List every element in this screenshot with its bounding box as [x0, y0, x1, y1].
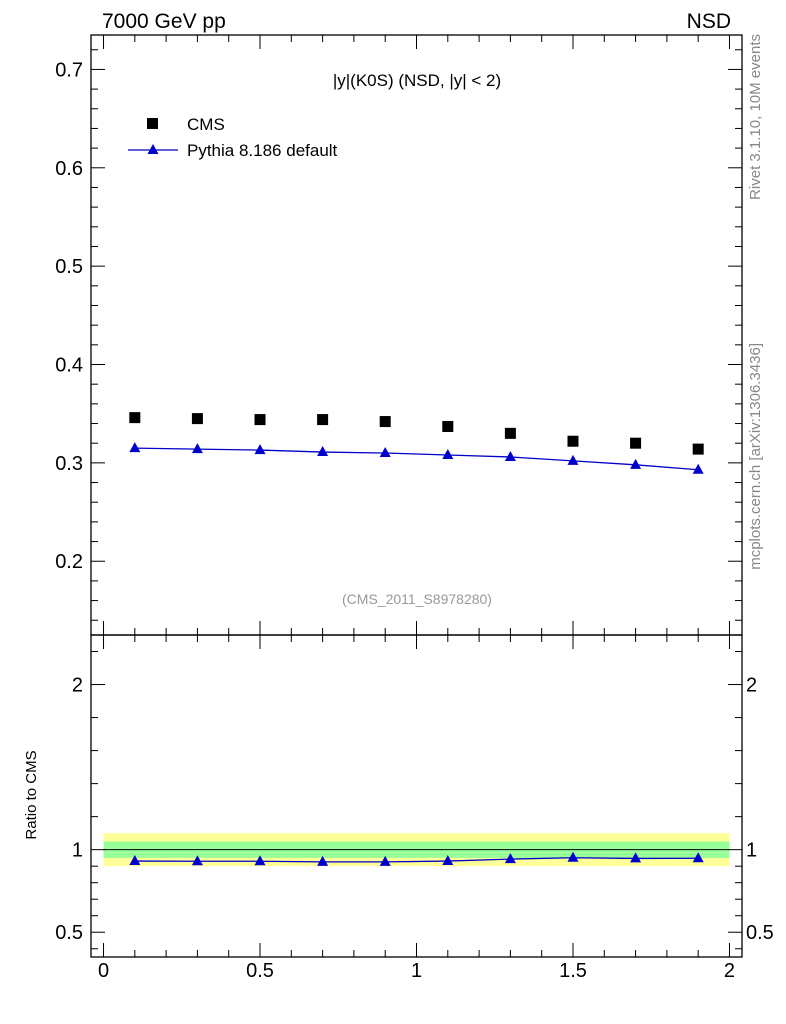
watermark-label: (CMS_2011_S8978280) [342, 591, 492, 607]
ratio-xtick-label: 1.5 [559, 960, 587, 982]
legend-cms-marker [147, 118, 158, 129]
main-panel: |y|(K0S) (NSD, |y| < 2) 0.20.30.40.50.60… [55, 34, 743, 636]
cms-point [191, 413, 203, 425]
main-title: |y|(K0S) (NSD, |y| < 2) [333, 71, 501, 90]
pythia-ratio-point [379, 855, 391, 866]
pythia-point [129, 442, 141, 453]
legend-pythia-marker [147, 144, 159, 154]
legend-cms-label: CMS [187, 115, 225, 134]
cms-point [442, 420, 454, 432]
header-right: NSD [687, 10, 731, 33]
pythia-point [442, 449, 454, 459]
pythia-point [630, 458, 642, 469]
pythia-ratio-point [254, 855, 266, 866]
ratio-ytick-label: 1 [72, 840, 83, 862]
cms-point [129, 412, 141, 424]
main-ytick-label: 0.2 [55, 551, 83, 573]
cms-point [317, 414, 329, 426]
pythia-ratio-point [317, 855, 329, 866]
ratio-ytick-label-right: 2 [746, 675, 757, 697]
rivet-label: Rivet 3.1.10, 10M events [747, 34, 764, 200]
header-left: 7000 GeV pp [102, 10, 226, 33]
main-ytick-label: 0.6 [55, 158, 83, 180]
cms-point [379, 416, 391, 428]
pythia-ratio-point [191, 855, 203, 866]
ratio-xtick-label: 0 [98, 960, 109, 982]
ratio-ytick-label: 0.5 [55, 922, 83, 944]
legend: CMS Pythia 8.186 default [128, 115, 338, 160]
main-series [129, 412, 704, 474]
pythia-line [134, 447, 699, 471]
ratio-axes: 0 0.5 1 1.5 2 0.5 0.5 1 1 2 2 [55, 634, 774, 982]
ratio-ytick-label-right: 0.5 [746, 922, 774, 944]
cms-point [630, 437, 642, 449]
ratio-series [129, 851, 704, 866]
pythia-point [191, 443, 203, 454]
pythia-point [692, 463, 704, 474]
main-ytick-label: 0.3 [55, 453, 83, 475]
pythia-point [254, 444, 266, 455]
pythia-ratio-point [630, 852, 642, 863]
ratio-xtick-label: 0.5 [246, 960, 274, 982]
pythia-point [379, 447, 391, 458]
pythia-point [317, 446, 329, 457]
pythia-ratio-point [692, 852, 704, 863]
ratio-panel: 0 0.5 1 1.5 2 0.5 0.5 1 1 2 2 Ratio to CMS [23, 634, 774, 982]
ratio-xtick-label: 1 [411, 960, 422, 982]
legend-pythia-label: Pythia 8.186 default [187, 141, 338, 160]
pythia-ratio-point [567, 851, 579, 862]
ratio-ytick-label-right: 1 [746, 840, 757, 862]
pythia-point [567, 454, 579, 465]
cms-point [504, 427, 516, 439]
cms-point [254, 414, 266, 426]
pythia-ratio-point [442, 855, 454, 866]
ratio-frame [90, 634, 743, 958]
pythia-ratio-point [129, 855, 141, 866]
main-axes: 0.2 0.3 0.4 0.5 0.6 0.7 [55, 34, 743, 636]
ratio-xtick-label: 2 [724, 960, 735, 982]
pythia-ratio-line [134, 857, 699, 863]
cms-point [692, 443, 704, 455]
pythia-point [504, 450, 516, 461]
ratio-ytick-label: 2 [72, 675, 83, 697]
main-ytick-label: 0.5 [55, 256, 83, 278]
ratio-ylabel: Ratio to CMS [23, 750, 40, 839]
mcplots-label: mcplots.cern.ch [arXiv:1306.3436] [747, 343, 764, 570]
main-ytick-label: 0.7 [55, 59, 83, 81]
pythia-ratio-point [504, 853, 516, 864]
cms-point [567, 435, 579, 447]
main-ytick-label: 0.4 [55, 355, 83, 377]
